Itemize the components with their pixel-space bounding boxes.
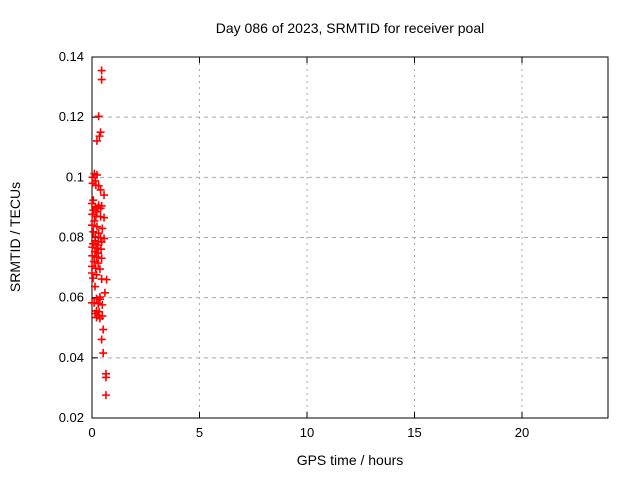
data-point	[94, 112, 103, 121]
y-tick-label: 0.12	[59, 109, 84, 124]
data-point	[90, 298, 99, 307]
data-point	[88, 221, 96, 230]
data-point	[97, 75, 106, 84]
data-point	[95, 265, 104, 274]
data-point	[94, 249, 103, 258]
data-point	[94, 299, 103, 308]
data-point	[98, 224, 107, 233]
data-point	[100, 213, 109, 222]
chart-title: Day 086 of 2023, SRMTID for receiver poa…	[215, 20, 485, 36]
x-tick-label: 5	[196, 425, 203, 440]
x-tick-label: 0	[88, 425, 95, 440]
x-tick-label: 15	[407, 425, 421, 440]
data-point	[91, 282, 100, 291]
y-tick-label: 0.04	[59, 350, 84, 365]
data-point	[88, 251, 97, 260]
data-point	[92, 207, 101, 216]
x-tick-label: 20	[515, 425, 529, 440]
data-point	[99, 349, 108, 358]
data-point	[101, 391, 110, 400]
data-point	[89, 227, 98, 236]
data-point	[97, 238, 106, 247]
x-axis-label: GPS time / hours	[296, 452, 404, 468]
data-point	[97, 335, 106, 344]
y-tick-label: 0.02	[59, 410, 84, 425]
data-point	[95, 132, 104, 141]
data-point	[98, 300, 107, 309]
data-point	[94, 259, 103, 268]
y-tick-label: 0.06	[59, 290, 84, 305]
data-point	[100, 191, 109, 200]
y-tick-label: 0.1	[66, 169, 84, 184]
y-tick-label: 0.08	[59, 230, 84, 245]
data-point	[97, 66, 106, 75]
data-point	[88, 268, 96, 277]
data-point	[96, 128, 105, 137]
data-point	[92, 222, 101, 231]
data-point	[99, 325, 108, 334]
data-point	[101, 373, 110, 382]
data-point	[97, 254, 106, 263]
data-point	[88, 243, 97, 252]
data-point	[92, 170, 101, 179]
data-point	[92, 253, 101, 262]
data-point	[92, 136, 101, 145]
data-point	[102, 275, 111, 284]
data-point	[95, 314, 104, 323]
data-point	[96, 204, 105, 213]
data-point	[88, 210, 97, 219]
data-point	[91, 264, 100, 273]
data-point	[89, 274, 98, 283]
data-point	[90, 257, 99, 266]
data-point	[92, 244, 101, 253]
x-tick-label: 10	[300, 425, 314, 440]
data-point	[96, 185, 105, 194]
data-point	[89, 206, 98, 215]
y-axis-label: SRMTID / TECUs	[7, 181, 23, 293]
data-point	[90, 216, 99, 225]
data-point	[100, 288, 109, 297]
data-point	[95, 295, 104, 304]
data-point	[94, 181, 103, 190]
y-tick-label: 0.14	[59, 49, 84, 64]
